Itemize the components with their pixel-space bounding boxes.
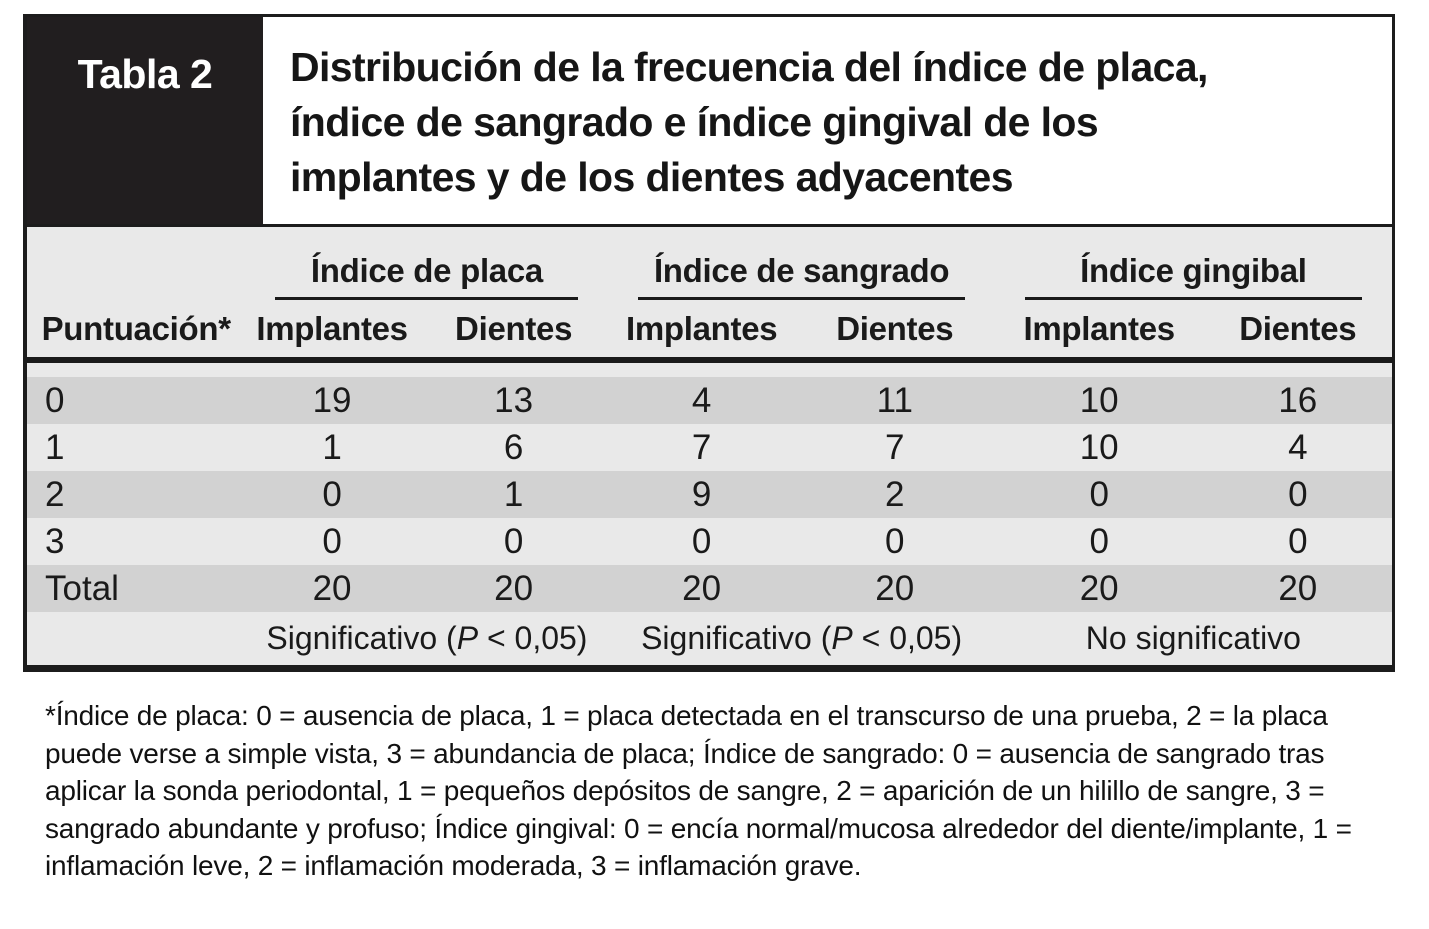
column-header-implantes-placa: Implantes: [245, 300, 419, 363]
cell: 7: [885, 427, 905, 467]
cell: 1: [503, 474, 524, 514]
table-row: 2 0 1 9 2 0 0: [27, 471, 1392, 518]
column-header-implantes-gingival: Implantes: [994, 300, 1204, 363]
row-label: 2: [45, 474, 65, 514]
significance-gingival: No significativo: [1085, 620, 1301, 656]
cell: 9: [691, 474, 712, 514]
column-header-dientes-sangrado: Dientes: [794, 300, 995, 363]
table-title: Distribución de la frecuencia del índice…: [263, 17, 1392, 224]
cell: 13: [494, 380, 534, 420]
cell: 1: [322, 427, 342, 467]
cell: 0: [691, 521, 712, 561]
cell: 0: [322, 521, 342, 561]
cell: 7: [691, 427, 712, 467]
table-title-line-3: implantes y de los dientes adyacentes: [290, 154, 1014, 200]
cell: 10: [1079, 380, 1119, 420]
column-header-implantes-sangrado: Implantes: [608, 300, 795, 363]
cell: 4: [1288, 427, 1308, 467]
cell: 20: [312, 568, 352, 608]
group-header-sangrado-label: Índice de sangrado: [638, 252, 965, 300]
cell: 4: [691, 380, 712, 420]
table-label-box: Tabla 2: [27, 17, 263, 224]
column-header-dientes-placa: Dientes: [418, 300, 609, 363]
cell: 20: [1079, 568, 1119, 608]
group-header-gingival-label: Índice gingibal: [1024, 252, 1362, 300]
row-label: 1: [45, 427, 65, 467]
cell: 10: [1079, 427, 1119, 467]
cell: 11: [876, 380, 913, 420]
group-header-empty: [27, 227, 245, 300]
table-row: 3 0 0 0 0 0 0: [27, 518, 1392, 565]
cell: 0: [1288, 474, 1308, 514]
cell: 0: [1288, 521, 1308, 561]
group-header-sangrado: Índice de sangrado: [608, 227, 994, 300]
row-label: 3: [45, 521, 65, 561]
group-header-placa: Índice de placa: [245, 227, 608, 300]
table-title-line-1: Distribución de la frecuencia del índice…: [290, 44, 1208, 90]
cell: 0: [1089, 474, 1109, 514]
row-label: Total: [45, 568, 119, 608]
cell: 20: [682, 568, 722, 608]
cell: 0: [1089, 521, 1109, 561]
sub-header-row: Puntuación* Implantes Dientes Implantes …: [27, 300, 1392, 363]
table-footnote: *Índice de placa: 0 = ausencia de placa,…: [45, 700, 1352, 881]
table-header: Índice de placa Índice de sangrado Índic…: [27, 227, 1392, 363]
cell: 0: [885, 521, 905, 561]
group-header-placa-label: Índice de placa: [275, 252, 579, 300]
table-row-total: Total 20 20 20 20 20 20: [27, 565, 1392, 612]
table-figure: Tabla 2 Distribución de la frecuencia de…: [23, 14, 1395, 672]
cell: 20: [1278, 568, 1318, 608]
cell: 0: [503, 521, 524, 561]
data-table: Índice de placa Índice de sangrado Índic…: [27, 227, 1392, 665]
column-header-dientes-gingival: Dientes: [1203, 300, 1392, 363]
group-header-gingival: Índice gingibal: [995, 227, 1392, 300]
group-header-row: Índice de placa Índice de sangrado Índic…: [27, 227, 1392, 300]
cell: 20: [494, 568, 534, 608]
cell: 19: [312, 380, 352, 420]
cell: 2: [885, 474, 905, 514]
table-title-bar: Tabla 2 Distribución de la frecuencia de…: [27, 17, 1392, 227]
significance-empty: [27, 612, 245, 665]
table-label: Tabla 2: [77, 51, 213, 97]
cell: 0: [322, 474, 342, 514]
significance-sangrado: Significativo (P < 0,05): [641, 620, 963, 656]
spacer-row: [27, 360, 1392, 377]
column-header-score: Puntuación*: [27, 300, 246, 363]
table-row: 0 19 13 4 11 10 16: [27, 377, 1392, 424]
cell: 16: [1278, 380, 1318, 420]
cell: 20: [875, 568, 915, 608]
table-row: 1 1 6 7 7 10 4: [27, 424, 1392, 471]
significance-row: Significativo (P < 0,05) Significativo (…: [27, 612, 1392, 665]
significance-placa: Significativo (P < 0,05): [266, 620, 588, 656]
table-title-line-2: índice de sangrado e índice gingival de …: [290, 99, 1099, 145]
row-label: 0: [45, 380, 65, 420]
cell: 6: [503, 427, 524, 467]
table-body: 0 19 13 4 11 10 16 1 1 6 7 7 10 4 2 0 1: [27, 360, 1392, 665]
